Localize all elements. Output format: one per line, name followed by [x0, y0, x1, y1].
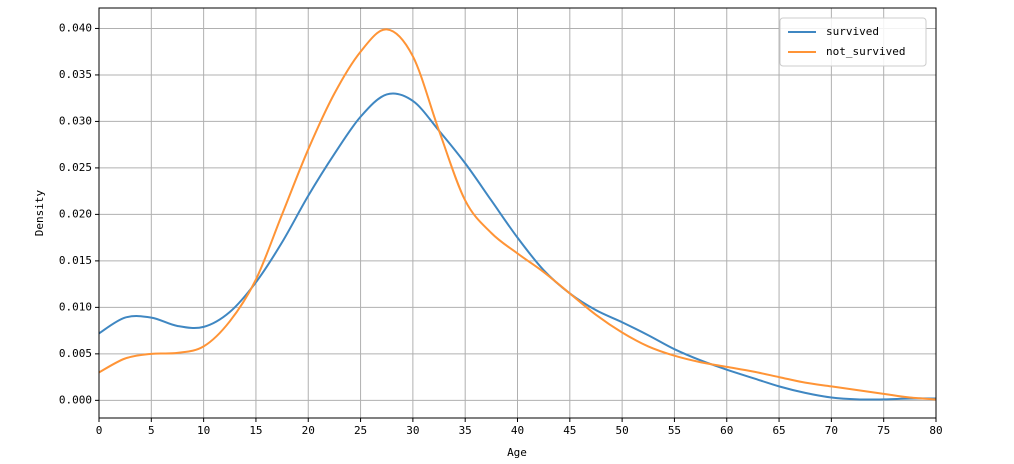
y-tick-label: 0.040: [59, 21, 92, 34]
legend-label: survived: [826, 25, 879, 38]
x-tick-label: 5: [148, 424, 155, 437]
x-tick-label: 75: [877, 424, 890, 437]
x-tick-label: 60: [720, 424, 733, 437]
y-tick-label: 0.000: [59, 393, 92, 406]
y-tick-label: 0.020: [59, 207, 92, 220]
grid: [98, 8, 937, 418]
y-tick-label: 0.035: [59, 68, 92, 81]
x-axis-label: Age: [507, 446, 527, 459]
x-tick-label: 55: [668, 424, 681, 437]
x-tick-label: 15: [249, 424, 262, 437]
lines: [98, 28, 937, 401]
x-tick-label: 50: [616, 424, 629, 437]
legend-label: not_survived: [826, 45, 905, 58]
x-tick-label: 10: [197, 424, 210, 437]
series-line: [98, 92, 937, 401]
legend: survived not_survived: [779, 17, 927, 67]
x-tick-label: 25: [354, 424, 367, 437]
y-tick-label: 0.005: [59, 347, 92, 360]
x-tick-label: 20: [302, 424, 315, 437]
series-line: [98, 28, 937, 401]
x-tick-label: 70: [825, 424, 838, 437]
y-axis-label: Density: [33, 189, 46, 236]
x-tick-label: 65: [772, 424, 785, 437]
x-tick-label: 35: [459, 424, 472, 437]
x-tick-label: 0: [96, 424, 103, 437]
ticks: 0 5 10 15 20 25 30 35 40 45 50 55 60 65 70 75 80 0.000 0.0…: [59, 21, 943, 437]
legend-box: [779, 17, 927, 67]
x-tick-label: 40: [511, 424, 524, 437]
y-tick-label: 0.030: [59, 114, 92, 127]
y-tick-label: 0.015: [59, 254, 92, 267]
x-tick-label: 80: [929, 424, 942, 437]
y-tick-label: 0.025: [59, 161, 92, 174]
x-tick-label: 45: [563, 424, 576, 437]
x-tick-label: 30: [406, 424, 419, 437]
y-tick-label: 0.010: [59, 300, 92, 313]
